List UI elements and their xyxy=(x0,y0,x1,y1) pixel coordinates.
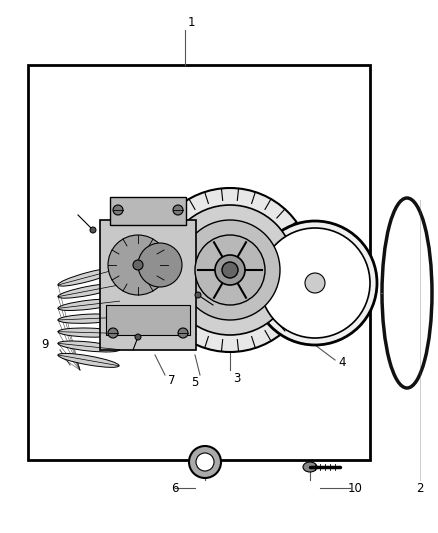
Ellipse shape xyxy=(58,284,119,298)
Ellipse shape xyxy=(108,235,168,295)
Ellipse shape xyxy=(195,235,265,305)
Text: 8: 8 xyxy=(91,298,99,311)
Ellipse shape xyxy=(148,188,312,352)
Circle shape xyxy=(133,260,143,270)
Ellipse shape xyxy=(58,299,120,311)
Bar xyxy=(100,220,196,350)
Text: 4: 4 xyxy=(338,357,346,369)
Circle shape xyxy=(135,334,141,340)
Text: 6: 6 xyxy=(171,481,179,495)
Circle shape xyxy=(178,328,188,338)
Circle shape xyxy=(195,292,201,298)
Ellipse shape xyxy=(196,453,214,471)
Text: 1: 1 xyxy=(188,15,195,28)
Text: 5: 5 xyxy=(191,376,199,389)
Ellipse shape xyxy=(253,221,377,345)
Text: 7: 7 xyxy=(168,374,176,386)
Circle shape xyxy=(108,328,118,338)
Ellipse shape xyxy=(58,268,118,286)
Ellipse shape xyxy=(58,328,120,337)
Ellipse shape xyxy=(189,446,221,478)
Ellipse shape xyxy=(222,262,238,278)
Bar xyxy=(145,262,220,278)
Ellipse shape xyxy=(260,228,370,338)
Bar xyxy=(28,65,370,460)
Bar xyxy=(106,305,190,335)
Ellipse shape xyxy=(58,341,120,352)
Ellipse shape xyxy=(58,314,120,324)
Circle shape xyxy=(173,205,183,215)
Ellipse shape xyxy=(303,462,317,472)
Bar xyxy=(110,197,186,225)
Ellipse shape xyxy=(138,243,182,287)
Ellipse shape xyxy=(215,255,245,285)
Text: 2: 2 xyxy=(416,481,424,495)
Ellipse shape xyxy=(180,220,280,320)
Text: 10: 10 xyxy=(348,481,362,495)
Circle shape xyxy=(90,227,96,233)
Ellipse shape xyxy=(58,353,119,367)
Ellipse shape xyxy=(305,273,325,293)
Circle shape xyxy=(113,205,123,215)
Ellipse shape xyxy=(165,205,295,335)
Text: 9: 9 xyxy=(41,338,49,351)
Text: 3: 3 xyxy=(233,372,240,384)
